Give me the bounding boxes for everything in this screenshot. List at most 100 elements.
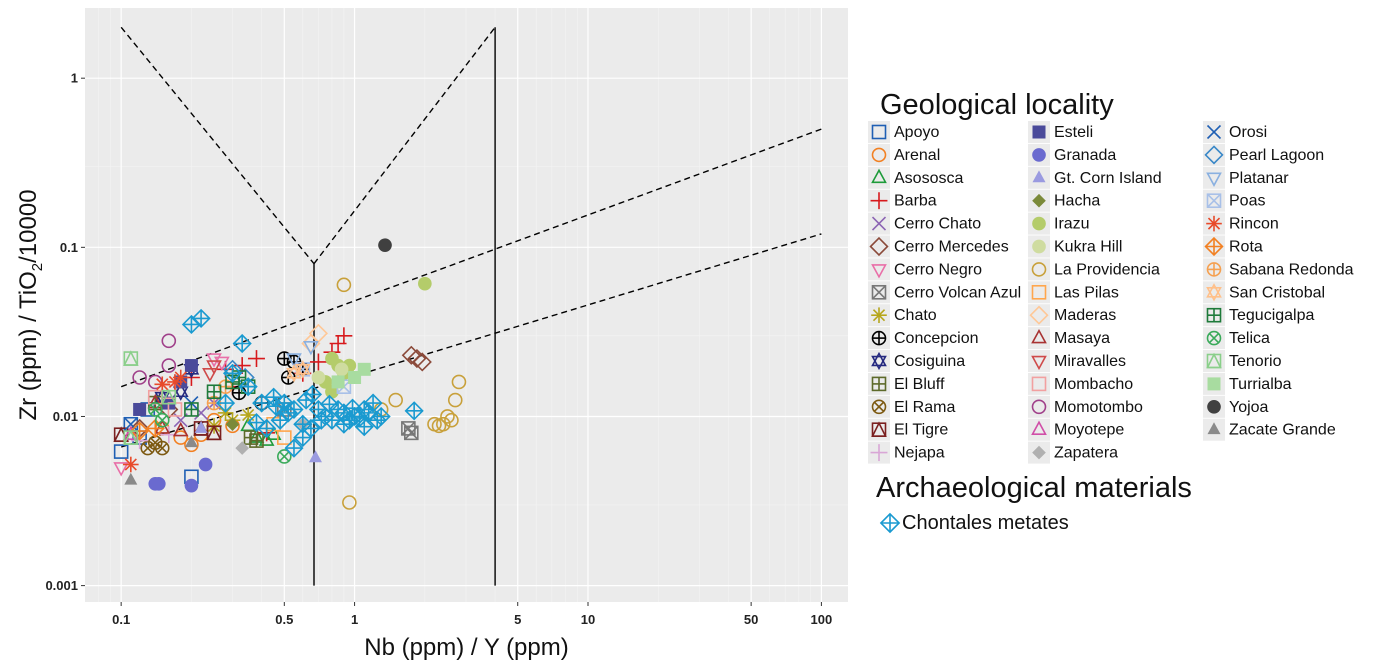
legend-label: Las Pilas	[1054, 284, 1119, 301]
legend-label: Momotombo	[1054, 399, 1143, 416]
legend-label: Tegucigalpa	[1229, 307, 1315, 324]
legend-key	[868, 121, 890, 143]
legend-key	[868, 350, 890, 372]
legend-item: Esteli	[1028, 121, 1093, 143]
legend-marker	[871, 264, 887, 279]
legend-key	[1028, 350, 1050, 372]
data-point	[342, 398, 363, 418]
legend-marker	[871, 421, 887, 438]
data-point	[303, 340, 319, 356]
legend-item: San Cristobal	[1203, 281, 1325, 304]
data-point	[277, 430, 292, 445]
data-point	[404, 401, 424, 421]
legend-label: Esteli	[1054, 124, 1093, 141]
legend-item: Cerro Chato	[868, 212, 981, 235]
data-point	[371, 406, 391, 427]
y-axis-title: Zr (ppm) / TiO2/10000	[15, 189, 46, 420]
data-point	[154, 412, 170, 428]
legend-item: El Rama	[868, 395, 955, 418]
data-point	[252, 393, 272, 413]
legend-marker	[1032, 125, 1046, 139]
data-point	[284, 438, 304, 458]
data-point	[184, 435, 198, 448]
data-point	[113, 462, 130, 477]
data-point	[248, 350, 265, 368]
x-tick-label: 10	[581, 612, 595, 627]
legend-label: El Rama	[894, 399, 955, 416]
legend-label: Platanar	[1229, 170, 1289, 187]
data-point	[286, 364, 302, 383]
legend-item: El Tigre	[868, 418, 948, 441]
data-point	[132, 370, 147, 385]
legend-item: Moyotepe	[1028, 418, 1124, 441]
legend-item: Zapatera	[1028, 441, 1118, 464]
legend-item: Tegucigalpa	[1203, 304, 1315, 327]
axes: 0.1 0.5 1 5 10 50 100 0.001 0.01 0.1 1	[45, 71, 832, 627]
data-point	[140, 440, 156, 456]
data-point	[161, 388, 177, 405]
legend-label: Turrialba	[1229, 376, 1292, 393]
legend-item: Granada	[1028, 143, 1116, 166]
legend-marker	[1206, 352, 1222, 369]
data-point	[418, 276, 432, 291]
legend-marker	[1206, 193, 1222, 208]
legend-label: La Providencia	[1054, 261, 1160, 278]
legend-item: Chontales metates	[879, 512, 1069, 534]
legend-label: Zapatera	[1054, 445, 1118, 462]
legend-marker	[1031, 355, 1047, 371]
legend-label: Zacate Grande	[1229, 422, 1336, 439]
legend-marker	[1206, 330, 1222, 346]
legend-label: Cerro Mercedes	[894, 239, 1009, 256]
data-point	[336, 277, 352, 293]
data-point	[329, 335, 347, 352]
legend-key	[1028, 418, 1050, 441]
data-point	[184, 402, 199, 417]
legend-label: Masaya	[1054, 330, 1110, 347]
data-point	[232, 333, 252, 354]
legend-marker	[871, 351, 887, 371]
legend-label: Arenal	[894, 147, 940, 164]
legend-marker	[1031, 284, 1047, 300]
legend-label: Pearl Lagoon	[1229, 147, 1324, 164]
data-point	[404, 425, 419, 441]
legend-key	[1028, 372, 1050, 395]
legend-marker	[870, 444, 888, 462]
legend-key	[1203, 143, 1225, 166]
legend-item: Cerro Negro	[868, 258, 982, 281]
legend-marker	[1204, 145, 1224, 165]
data-point	[293, 428, 313, 448]
data-point	[309, 353, 327, 371]
legend-item: La Providencia	[1028, 258, 1160, 281]
data-point	[206, 384, 222, 400]
legend-marker	[1206, 172, 1222, 187]
legend-marker	[871, 376, 887, 392]
legend-label: Concepcion	[894, 330, 979, 347]
legend-label: Poas	[1229, 193, 1265, 210]
legend-marker	[1031, 376, 1047, 392]
data-point	[147, 402, 163, 417]
legend-marker	[1029, 305, 1049, 325]
legend-item: Telica	[1203, 327, 1270, 350]
legend-key	[1203, 281, 1225, 304]
legend-item: Turrialba	[1203, 372, 1292, 395]
legend-label: Mombacho	[1054, 376, 1133, 393]
legend-key	[1028, 395, 1050, 418]
legend-item: Gt. Corn Island	[1028, 166, 1162, 189]
legend-label: Cerro Negro	[894, 261, 982, 278]
legend-key	[1028, 304, 1050, 327]
data-point	[161, 333, 177, 349]
legend-item: Las Pilas	[1028, 281, 1119, 304]
legend-label: Cosiguina	[894, 353, 965, 370]
data-point	[206, 353, 222, 368]
data-point	[388, 392, 403, 408]
legend-item: Asososca	[868, 166, 963, 189]
data-point	[206, 360, 222, 375]
y-axis-title-part: Zr (ppm) / TiO	[15, 271, 42, 420]
legend-item: Apoyo	[868, 121, 939, 143]
legend-item: Sabana Redonda	[1203, 258, 1354, 281]
data-point	[447, 392, 463, 408]
legend-item: Hacha	[1028, 189, 1100, 212]
legend-label: Maderas	[1054, 307, 1116, 324]
legend-marker	[871, 147, 887, 163]
data-point	[191, 308, 211, 328]
